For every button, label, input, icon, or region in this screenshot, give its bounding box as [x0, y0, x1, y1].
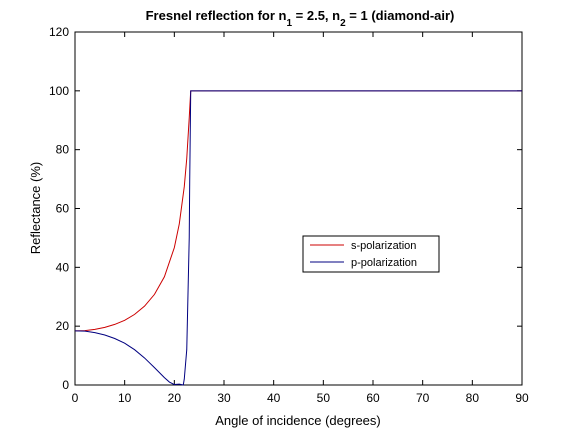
y-tick-label: 20 — [56, 319, 70, 333]
y-tick-label: 40 — [56, 260, 70, 274]
x-tick-label: 70 — [416, 391, 430, 405]
x-tick-label: 80 — [466, 391, 480, 405]
legend-label-s-polarization: s-polarization — [351, 240, 416, 252]
series-layer — [74, 90, 522, 386]
x-tick-label: 10 — [118, 391, 132, 405]
y-tick-label: 60 — [56, 202, 70, 216]
x-tick-label: 30 — [217, 391, 231, 405]
x-tick-label: 20 — [168, 391, 182, 405]
plot-area — [74, 31, 523, 386]
x-tick-label: 60 — [366, 391, 380, 405]
x-tick-label: 0 — [72, 391, 79, 405]
y-axis-label: Reflectance (%) — [28, 162, 43, 254]
x-tick-label: 40 — [267, 391, 281, 405]
legend-label-p-polarization: p-polarization — [351, 257, 417, 269]
series-line-p-polarization — [74, 90, 522, 386]
legend-box — [302, 235, 440, 273]
x-tick-label: 50 — [317, 391, 331, 405]
y-tick-label: 100 — [49, 84, 69, 98]
ticks-layer: 0 10 20 30 40 50 60 70 80 90 0 20 40 60 80 100 120 — [49, 25, 529, 405]
y-tick-label: 80 — [56, 143, 70, 157]
x-axis-label: Angle of incidence (degrees) — [215, 413, 381, 428]
chart-title: Fresnel reflection for n1 = 2.5, n2 = 1 … — [146, 8, 455, 29]
y-tick-label: 0 — [62, 378, 69, 392]
legend: s-polarization p-polarization — [302, 235, 440, 273]
y-tick-label: 120 — [49, 25, 69, 39]
x-tick-label: 90 — [515, 391, 529, 405]
